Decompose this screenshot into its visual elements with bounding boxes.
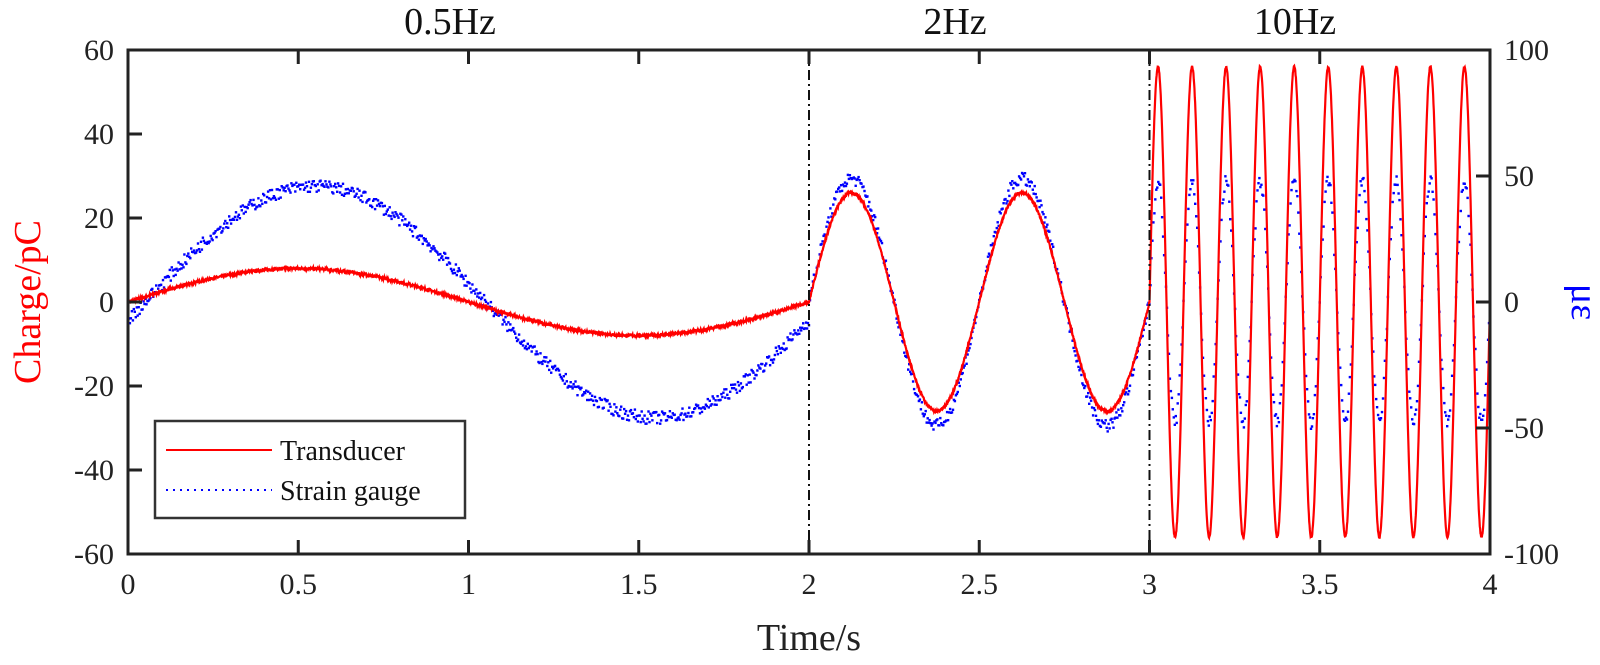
ticks: 0 0.5 1 1.5 2 2.5 3 3.5 4 60 40 20 0 -20 -40 -60 100 50 0 -… <box>74 34 1559 601</box>
y-right-tick-label: -100 <box>1504 538 1559 571</box>
y-right-tick-label: 100 <box>1504 34 1549 67</box>
x-axis-title: Time/s <box>757 617 861 659</box>
legend: Transducer Strain gauge <box>153 419 467 520</box>
x-tick-label: 1 <box>461 568 476 601</box>
y-left-tick-label: -20 <box>74 370 114 403</box>
legend-box <box>153 419 467 520</box>
x-tick-label: 1.5 <box>620 568 658 601</box>
x-tick-label: 4 <box>1483 568 1498 601</box>
y-right-tick-label: 50 <box>1504 160 1534 193</box>
segment-dividers <box>808 50 1151 554</box>
y-left-tick-label: 20 <box>84 202 114 235</box>
segment-labels: 0.5Hz 2Hz 10Hz <box>404 1 1336 43</box>
y-left-tick-label: 0 <box>99 286 114 319</box>
x-tick-label: 2 <box>802 568 817 601</box>
transducer-line <box>126 63 1492 542</box>
y-right-tick-label: 0 <box>1504 286 1519 319</box>
legend-strain-label: Strain gauge <box>280 476 421 507</box>
y-axis-right-title: με <box>1563 284 1600 320</box>
y-left-tick-label: 40 <box>84 118 114 151</box>
y-left-tick-label: 60 <box>84 34 114 67</box>
y-left-tick-label: -40 <box>74 454 114 487</box>
x-tick-label: 0.5 <box>280 568 318 601</box>
legend-transducer-label: Transducer <box>280 436 406 467</box>
y-left-tick-label: -60 <box>74 538 114 571</box>
y-right-tick-label: -50 <box>1504 412 1544 445</box>
segment-label: 10Hz <box>1254 1 1336 43</box>
x-tick-label: 2.5 <box>961 568 999 601</box>
segment-label: 0.5Hz <box>404 1 496 43</box>
x-tick-label: 0 <box>121 568 136 601</box>
series-transducer <box>126 63 1492 542</box>
y-axis-left-title: Charge/pC <box>7 220 49 384</box>
x-tick-label: 3.5 <box>1301 568 1339 601</box>
segment-label: 2Hz <box>923 1 986 43</box>
x-tick-label: 3 <box>1142 568 1157 601</box>
